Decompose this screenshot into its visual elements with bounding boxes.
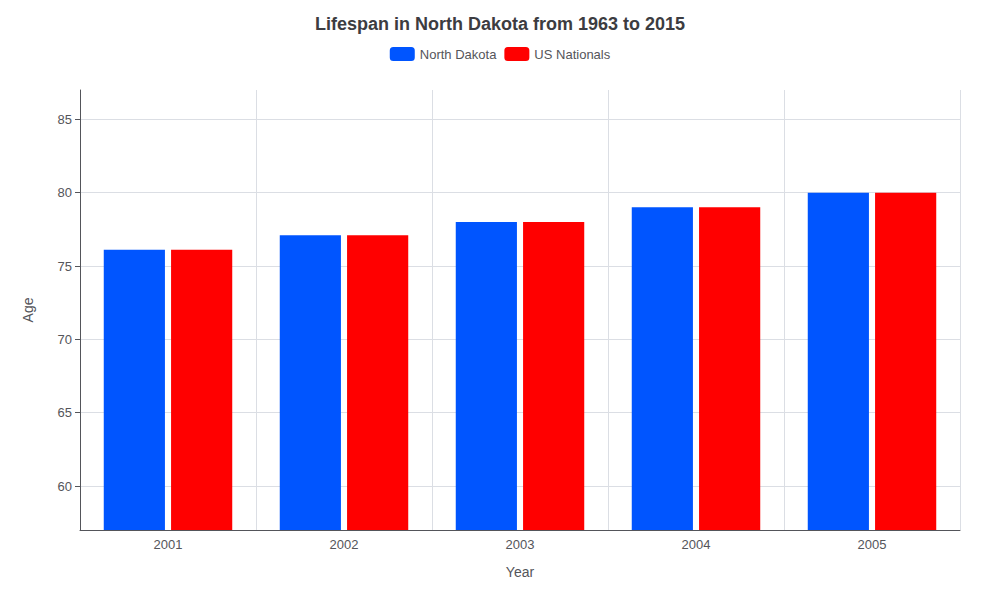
- svg-text:80: 80: [58, 185, 72, 200]
- svg-text:85: 85: [58, 112, 72, 127]
- svg-text:65: 65: [58, 405, 72, 420]
- svg-text:2003: 2003: [506, 537, 535, 552]
- svg-text:75: 75: [58, 259, 72, 274]
- svg-text:60: 60: [58, 479, 72, 494]
- svg-text:2001: 2001: [154, 537, 183, 552]
- svg-text:Lifespan in North Dakota from: Lifespan in North Dakota from 1963 to 20…: [315, 14, 685, 34]
- svg-text:North Dakota: North Dakota: [420, 47, 497, 62]
- svg-text:2002: 2002: [330, 537, 359, 552]
- svg-text:Year: Year: [506, 564, 535, 580]
- svg-text:US Nationals: US Nationals: [534, 47, 610, 62]
- svg-text:70: 70: [58, 332, 72, 347]
- svg-text:2005: 2005: [858, 537, 887, 552]
- svg-text:Age: Age: [20, 297, 36, 322]
- svg-text:2004: 2004: [682, 537, 711, 552]
